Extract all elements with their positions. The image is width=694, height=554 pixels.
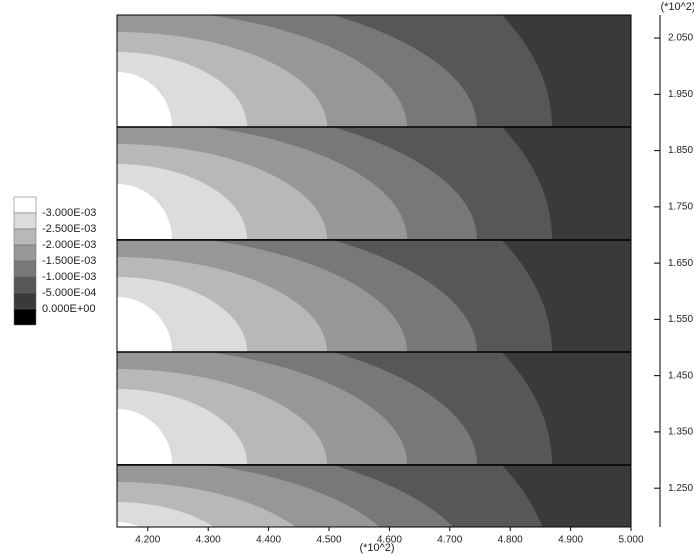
- legend-swatch: [13, 308, 37, 326]
- contour-band: [117, 184, 172, 239]
- contour-panel: [117, 240, 631, 352]
- legend-swatch: [13, 228, 37, 246]
- legend-label: 0.000E+00: [42, 303, 96, 315]
- contour-band: [117, 409, 172, 464]
- x-tick-label: 5.000: [618, 535, 643, 546]
- contour-plot: [117, 15, 660, 527]
- legend-swatch: [13, 196, 37, 214]
- x-tick-label: 4.300: [196, 535, 221, 546]
- y-tick-label: 1.650: [668, 258, 693, 269]
- contour-band: [117, 522, 140, 527]
- legend-swatch: [13, 276, 37, 294]
- x-tick-label: 4.400: [256, 535, 281, 546]
- contour-panel: [117, 352, 631, 465]
- y-tick-label: 1.250: [668, 483, 693, 494]
- legend-swatch: [13, 292, 37, 310]
- y-tick-label: 1.550: [668, 314, 693, 325]
- x-tick-label: 4.700: [437, 535, 462, 546]
- contour-panel: [117, 127, 631, 240]
- legend-label: -1.500E-03: [42, 255, 96, 267]
- plot-frame: [116, 14, 632, 528]
- y-tick-label: 2.050: [668, 33, 693, 44]
- legend-label: -2.500E-03: [42, 223, 96, 235]
- y-tick-label: 1.850: [668, 145, 693, 156]
- legend-label: -1.000E-03: [42, 271, 96, 283]
- y-axis-strip: [631, 15, 660, 527]
- legend-label: -5.000E-04: [42, 287, 96, 299]
- y-tick-label: 1.350: [668, 427, 693, 438]
- legend-label: -3.000E-03: [42, 207, 96, 219]
- contour-band: [117, 297, 172, 352]
- contour-panel: [117, 465, 631, 527]
- x-tick-label: 4.900: [558, 535, 583, 546]
- contour-panel: [117, 15, 631, 127]
- contour-band: [117, 502, 214, 527]
- contour-band: [117, 72, 172, 127]
- x-tick-label: 4.600: [377, 535, 402, 546]
- x-tick-label: 4.500: [316, 535, 341, 546]
- legend-swatch: [13, 212, 37, 230]
- legend-swatch: [13, 260, 37, 278]
- x-tick-label: 4.200: [135, 535, 160, 546]
- legend-swatch: [13, 244, 37, 262]
- x-tick-label: 4.800: [498, 535, 523, 546]
- legend-label: -2.000E-03: [42, 239, 96, 251]
- y-tick-label: 1.950: [668, 89, 693, 100]
- y-tick-label: 1.450: [668, 370, 693, 381]
- x-axis-label: (*10^2): [359, 542, 394, 554]
- y-axis-label: (*10^2): [660, 1, 694, 13]
- y-tick-label: 1.750: [668, 201, 693, 212]
